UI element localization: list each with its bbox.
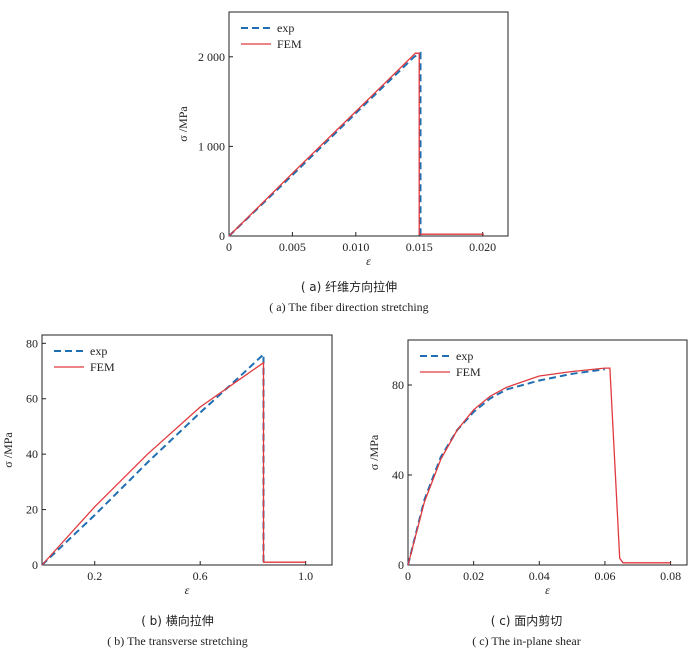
chart-c-xtick-label: 0.08 bbox=[660, 569, 681, 583]
chart-a-xtick-label: 0.005 bbox=[279, 240, 306, 254]
chart-c-ytick-label: 40 bbox=[392, 468, 404, 482]
chart-a-xtick-label: 0.010 bbox=[342, 240, 369, 254]
chart-b-legend-label-fem: FEM bbox=[90, 360, 115, 374]
chart-a-panel: 0 0.005 0.010 0.015 0.020 0 1 000 2 000 ε σ /MPa e… bbox=[170, 0, 530, 272]
chart-b-caption-en: ( b) The transverse stretching bbox=[107, 634, 248, 648]
chart-c-ylabel: σ /MPa bbox=[367, 434, 381, 470]
chart-a-xtick-label: 0 bbox=[226, 240, 232, 254]
chart-c-xtick-label: 0.06 bbox=[594, 569, 615, 583]
chart-a-caption-en: ( a) The fiber direction stretching bbox=[269, 300, 429, 314]
chart-a-xlabel: ε bbox=[366, 254, 371, 268]
chart-c-xtick-label: 0.04 bbox=[529, 569, 550, 583]
chart-a-series-fem bbox=[228, 52, 484, 237]
chart-b-series-fem bbox=[41, 361, 306, 566]
chart-b-caption-cn: ( b) 横向拉伸 bbox=[141, 614, 214, 628]
chart-a-ytick-label: 1 000 bbox=[198, 139, 225, 153]
chart-a: 0 0.005 0.010 0.015 0.020 0 1 000 2 000 ε σ /MPa e… bbox=[176, 11, 509, 268]
chart-b-legend-label-exp: exp bbox=[90, 344, 107, 358]
chart-c-series-exp bbox=[407, 368, 606, 566]
chart-a-ytick-label: 2 000 bbox=[198, 50, 225, 64]
chart-c-xtick-label: 0 bbox=[405, 569, 411, 583]
chart-c-ytick-label: 0 bbox=[398, 558, 404, 572]
chart-c-caption-en: ( c) The in-plane shear bbox=[472, 634, 581, 648]
chart-a-xtick-label: 0.015 bbox=[406, 240, 433, 254]
chart-a-ylabel: σ /MPa bbox=[176, 106, 190, 142]
chart-c-xtick-label: 0.02 bbox=[463, 569, 484, 583]
chart-a-caption-cn: ( a) 纤维方向拉伸 bbox=[300, 280, 398, 294]
chart-a-ytick-label: 0 bbox=[219, 229, 225, 243]
chart-b-ylabel: σ /MPa bbox=[1, 432, 15, 468]
chart-b-ytick-label: 0 bbox=[32, 558, 38, 572]
chart-a-series-exp bbox=[228, 51, 425, 237]
chart-b-ytick-label: 60 bbox=[26, 392, 38, 406]
chart-c: 0 0.02 0.04 0.06 0.08 0 40 80 ε σ /MPa exp FEM bbox=[367, 339, 688, 597]
chart-b-ytick-label: 40 bbox=[26, 447, 38, 461]
chart-b-xtick-label: 1.0 bbox=[298, 569, 313, 583]
chart-b-ytick-label: 20 bbox=[26, 503, 38, 517]
chart-b: 0.2 0.6 1.0 0 20 40 60 80 ε σ /MPa exp FEM bbox=[1, 334, 333, 597]
chart-b-panel: 0.2 0.6 1.0 0 20 40 60 80 ε σ /MPa exp FEM bbox=[0, 330, 345, 597]
chart-c-panel: 0 0.02 0.04 0.06 0.08 0 40 80 ε σ /MPa exp FEM bbox=[355, 330, 698, 597]
chart-a-xtick-label: 0.020 bbox=[469, 240, 496, 254]
chart-b-xlabel: ε bbox=[185, 583, 190, 595]
chart-c-series-fem bbox=[407, 367, 671, 566]
chart-c-legend-label-exp: exp bbox=[456, 349, 473, 363]
chart-b-series-exp bbox=[41, 352, 267, 566]
chart-a-plot-frame bbox=[228, 11, 509, 237]
chart-c-legend-label-fem: FEM bbox=[456, 365, 481, 379]
chart-b-xtick-label: 0.6 bbox=[193, 569, 208, 583]
chart-b-plot-frame bbox=[41, 334, 333, 566]
chart-a-legend-label-exp: exp bbox=[277, 21, 294, 35]
chart-c-xlabel: ε bbox=[545, 583, 550, 595]
chart-c-caption-cn: ( c) 面内剪切 bbox=[490, 614, 563, 628]
chart-a-legend-label-fem: FEM bbox=[277, 37, 302, 51]
chart-b-ytick-label: 80 bbox=[26, 336, 38, 350]
chart-b-xtick-label: 0.2 bbox=[87, 569, 102, 583]
chart-c-ytick-label: 80 bbox=[392, 378, 404, 392]
chart-c-plot-frame bbox=[407, 339, 688, 566]
